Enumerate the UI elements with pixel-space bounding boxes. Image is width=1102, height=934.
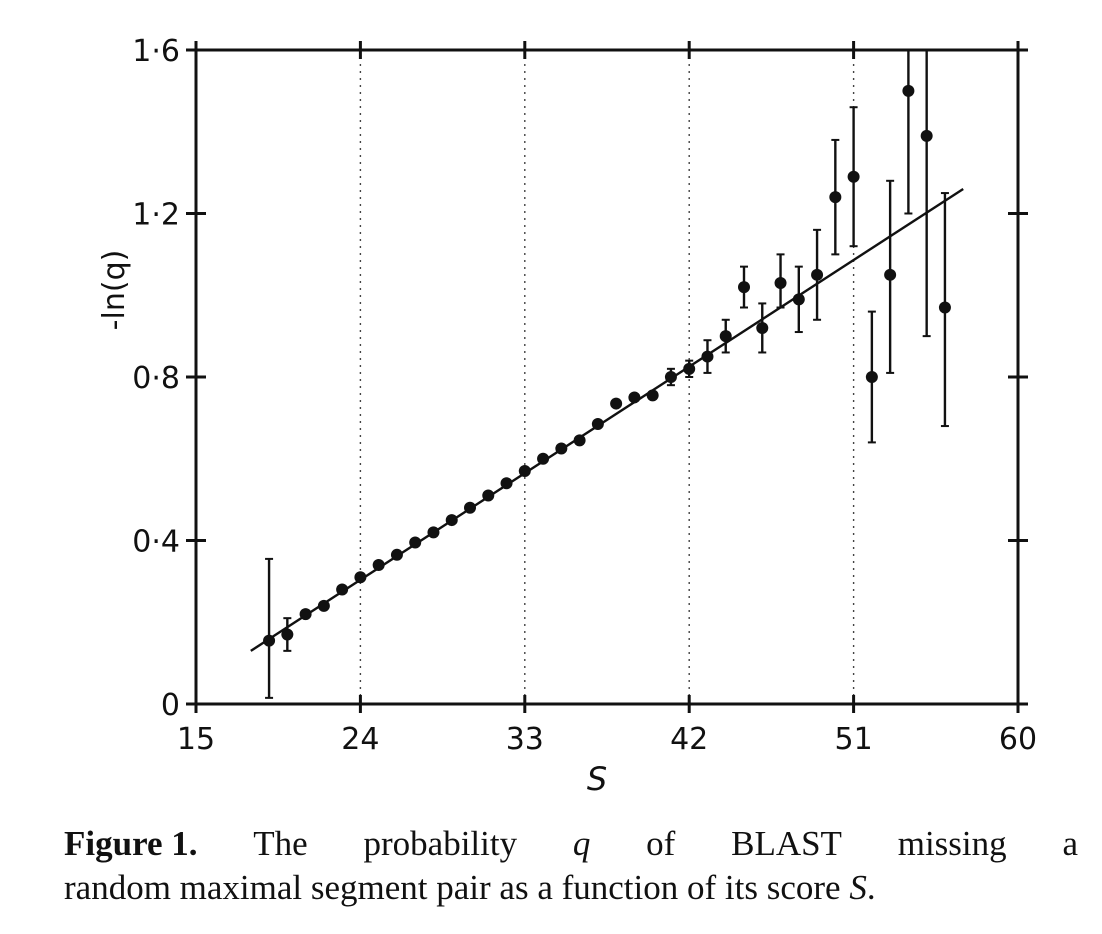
data-point [299, 608, 312, 621]
y-axis-label: -ln(q) [97, 250, 132, 331]
data-point [865, 371, 878, 383]
data-point [920, 129, 933, 142]
x-tick-label: 51 [835, 722, 873, 757]
caption-line-1: Figure 1. The probability q of BLAST mis… [64, 822, 1078, 866]
y-tick-label: 1·2 [132, 198, 180, 233]
y-tick-label: 0·8 [132, 361, 180, 396]
caption-period: . [866, 868, 876, 907]
caption-variable-q: q [572, 824, 591, 863]
fit-line-group [250, 187, 964, 652]
data-point [646, 389, 659, 402]
x-tick-label: 15 [177, 722, 215, 757]
data-point [628, 391, 641, 404]
data-point [427, 526, 440, 539]
data-points [263, 84, 951, 647]
data-point [409, 536, 422, 549]
data-point [518, 465, 531, 478]
data-point [591, 418, 604, 431]
data-point [664, 371, 677, 383]
figure-caption: Figure 1. The probability q of BLAST mis… [64, 822, 1078, 910]
figure-label: Figure 1. [64, 824, 198, 863]
caption-word: of [646, 824, 676, 863]
data-point [281, 628, 294, 641]
caption-word: The [253, 824, 308, 863]
x-tick-label: 33 [506, 722, 544, 757]
data-point [938, 301, 951, 314]
data-point [756, 321, 769, 334]
data-point [811, 268, 824, 281]
grid-lines [359, 50, 855, 704]
caption-line-2: random maximal segment pair as a functio… [64, 866, 1078, 910]
caption-word: missing [897, 824, 1007, 863]
data-point [445, 514, 458, 527]
data-point [573, 434, 586, 447]
data-point [555, 442, 568, 455]
x-tick-label: 42 [670, 722, 708, 757]
data-point [372, 559, 385, 572]
y-tick-label: 1·6 [132, 34, 180, 69]
data-point [884, 268, 897, 281]
caption-word: a [1062, 824, 1078, 863]
data-point [719, 330, 732, 343]
x-tick-label: 60 [999, 722, 1037, 757]
chart: 15 24 33 42 51 60 0 0·4 0·8 1·2 1·6 S -ln(q) [97, 34, 1037, 798]
data-point [738, 281, 750, 294]
y-tick-label: 0 [161, 688, 180, 723]
caption-word: probability [363, 824, 518, 863]
data-point [537, 452, 550, 465]
caption-text: random maximal segment pair as a functio… [64, 868, 850, 907]
data-point [317, 599, 330, 612]
fit-line [250, 187, 964, 652]
data-point [263, 634, 276, 647]
data-point [902, 84, 915, 97]
data-point [500, 477, 513, 490]
data-point [464, 501, 476, 514]
y-tick-labels: 0 0·4 0·8 1·2 1·6 [132, 34, 180, 723]
data-point [701, 350, 714, 363]
caption-variable-s: S [849, 868, 867, 907]
data-point [390, 548, 403, 561]
x-tick-label: 24 [341, 722, 379, 757]
x-axis-label: S [587, 760, 607, 798]
data-point [774, 276, 787, 289]
y-tick-label: 0·4 [132, 525, 180, 560]
data-point [683, 362, 696, 375]
data-point [482, 489, 495, 502]
error-bars [265, 49, 949, 699]
data-point [847, 170, 860, 183]
caption-word: BLAST [731, 824, 842, 863]
axis-ticks [186, 41, 1028, 713]
data-point [354, 571, 367, 584]
data-point [610, 397, 623, 410]
data-point [336, 583, 349, 596]
x-tick-labels: 15 24 33 42 51 60 [177, 722, 1037, 757]
data-point [792, 293, 805, 306]
data-point [829, 191, 842, 204]
